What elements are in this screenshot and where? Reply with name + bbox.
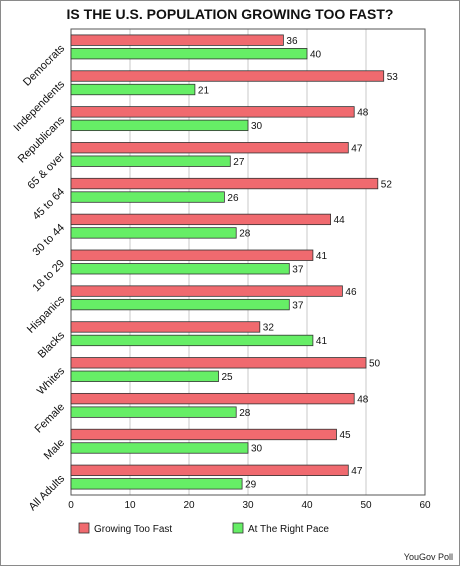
data-label: 25	[222, 372, 234, 383]
bar-at-the-right-pace	[70, 478, 243, 490]
bar-growing-too-fast	[70, 321, 261, 333]
data-label: 45	[340, 430, 352, 441]
data-label: 28	[239, 408, 251, 419]
x-tick-label: 60	[419, 500, 431, 511]
data-label: 48	[357, 108, 369, 119]
legend-label: At The Right Pace	[248, 524, 329, 535]
bar-at-the-right-pace	[70, 48, 308, 60]
data-label: 41	[316, 251, 328, 262]
bar-growing-too-fast	[70, 70, 385, 82]
bar-at-the-right-pace	[70, 119, 249, 132]
data-label: 37	[292, 300, 304, 311]
bar-growing-too-fast	[70, 34, 284, 46]
bar-at-the-right-pace	[70, 442, 249, 454]
data-label: 32	[263, 323, 275, 334]
category-label: Hispanics	[25, 293, 68, 336]
bar-growing-too-fast	[70, 285, 343, 297]
data-label: 30	[251, 121, 263, 132]
data-label: 28	[239, 229, 251, 240]
data-label: 52	[381, 179, 393, 190]
data-label: 40	[310, 49, 322, 60]
bar-at-the-right-pace	[70, 298, 290, 311]
bar-growing-too-fast	[70, 357, 367, 369]
chart-title: IS THE U.S. POPULATION GROWING TOO FAST?	[67, 6, 394, 22]
data-label: 50	[369, 359, 381, 370]
legend-swatch-growing-too-fast	[78, 522, 90, 534]
bar-growing-too-fast	[70, 177, 379, 190]
bar-at-the-right-pace	[70, 334, 314, 347]
data-label: 27	[233, 157, 245, 168]
bar-at-the-right-pace	[70, 370, 219, 382]
x-tick-label: 40	[301, 500, 313, 511]
category-label: Male	[42, 437, 67, 462]
x-tick-label: 50	[360, 500, 372, 511]
data-label: 46	[345, 287, 357, 298]
category-label: Whites	[35, 365, 68, 398]
data-label: 37	[292, 265, 304, 276]
x-tick-label: 20	[183, 500, 195, 511]
x-tick-label: 10	[124, 500, 136, 511]
legend-swatch-at-the-right-pace	[232, 522, 244, 534]
plot-border	[70, 28, 426, 496]
category-label: 30 to 44	[31, 222, 68, 259]
bar-growing-too-fast	[70, 428, 337, 441]
bar-growing-too-fast	[70, 106, 355, 118]
bar-at-the-right-pace	[70, 155, 231, 167]
bar-growing-too-fast	[70, 392, 355, 405]
category-label: Blacks	[36, 329, 68, 361]
data-label: 53	[387, 72, 399, 83]
data-label: 36	[286, 36, 298, 47]
bar-growing-too-fast	[70, 464, 349, 476]
data-label: 21	[198, 85, 210, 96]
bar-at-the-right-pace	[70, 83, 196, 96]
x-tick-label: 30	[242, 500, 254, 511]
data-label: 47	[351, 466, 363, 477]
category-label: 45 to 64	[31, 186, 68, 223]
data-label: 44	[334, 215, 346, 226]
data-label: 41	[316, 336, 328, 347]
legend-label: Growing Too Fast	[94, 524, 172, 535]
data-label: 30	[251, 444, 263, 455]
x-tick-label: 0	[68, 500, 74, 511]
bar-growing-too-fast	[70, 142, 349, 154]
bar-at-the-right-pace	[70, 191, 225, 203]
data-label: 26	[227, 193, 239, 204]
category-label: All Adults	[27, 472, 68, 513]
category-label: Female	[33, 401, 67, 435]
source-note: YouGov Poll	[404, 552, 453, 562]
bar-at-the-right-pace	[70, 227, 237, 239]
category-label: 18 to 29	[31, 258, 68, 295]
data-label: 48	[357, 394, 369, 405]
bar-growing-too-fast	[70, 249, 314, 261]
bar-at-the-right-pace	[70, 263, 290, 275]
bar-at-the-right-pace	[70, 406, 237, 418]
bar-growing-too-fast	[70, 213, 332, 226]
data-label: 47	[351, 143, 363, 154]
data-label: 29	[245, 480, 257, 491]
